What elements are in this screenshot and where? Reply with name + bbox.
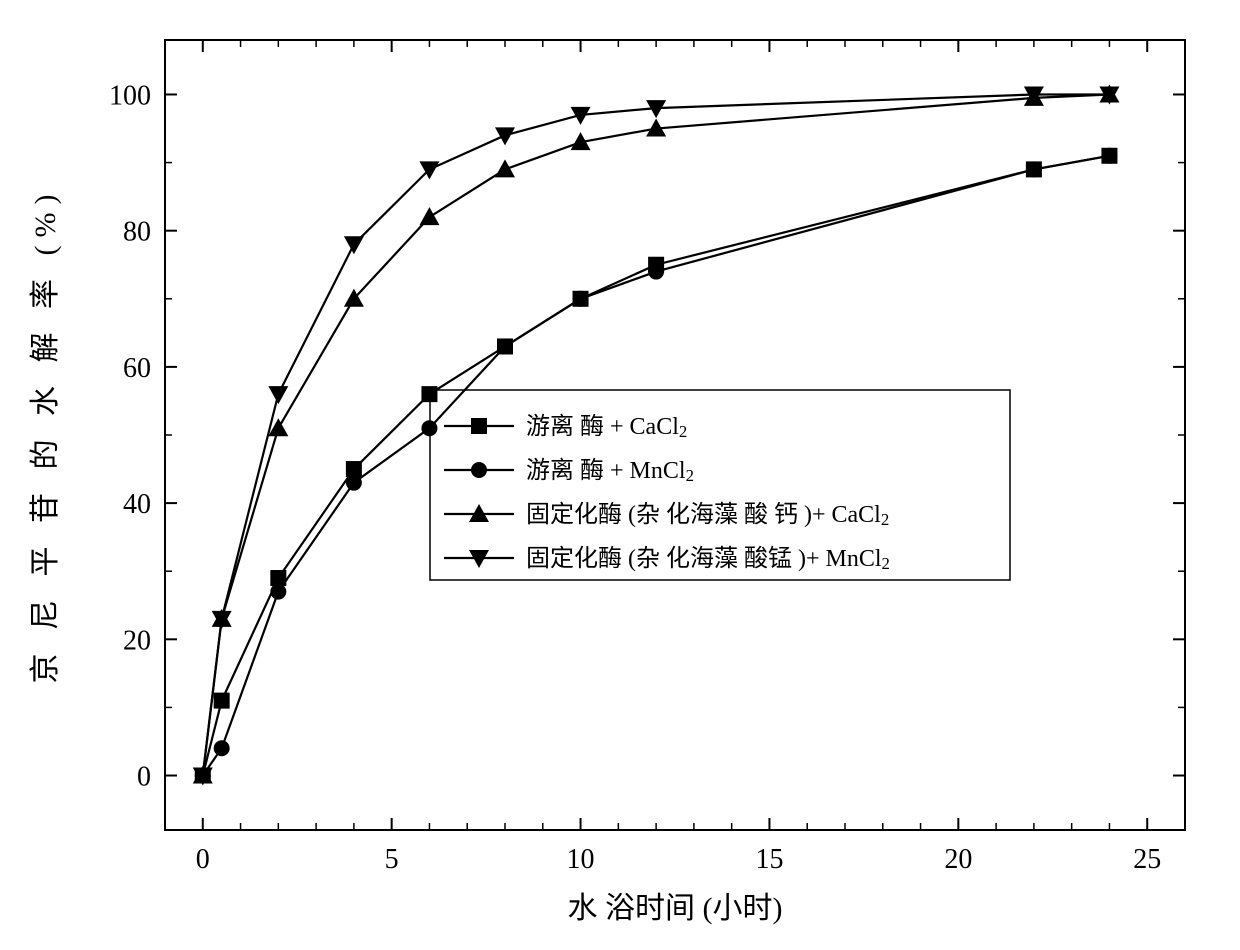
svg-text:5: 5	[385, 844, 399, 875]
chart-container: 0 5 10 15 20 25 水 浴时间 (小时) 0 20 40 60 80 100 京 尼 平 苷 …	[0, 0, 1240, 950]
legend-label-free-mncl2: 游离 酶 + MnCl2	[526, 457, 694, 485]
svg-text:20: 20	[944, 844, 972, 875]
svg-text:80: 80	[123, 217, 151, 248]
svg-text:100: 100	[109, 80, 151, 111]
svg-text:20: 20	[123, 625, 151, 656]
legend-label-immob-mn: 固定化酶 (杂 化海藻 酸锰 )+ MnCl2	[526, 545, 890, 573]
line-chart: 0 5 10 15 20 25 水 浴时间 (小时) 0 20 40 60 80 100 京 尼 平 苷 …	[0, 0, 1240, 950]
legend-label-free-cacl2: 游离 酶 + CaCl2	[526, 413, 687, 441]
legend-label-immob-ca: 固定化酶 (杂 化海藻 酸 钙 )+ CaCl2	[526, 501, 889, 529]
svg-text:15: 15	[755, 844, 783, 875]
svg-text:40: 40	[123, 489, 151, 520]
svg-text:0: 0	[196, 844, 210, 875]
legend: 游离 酶 + CaCl2 游离 酶 + MnCl2 固定化酶 (杂 化海藻 酸 钙 …	[430, 390, 1010, 580]
svg-text:水 浴时间 (小时): 水 浴时间 (小时)	[568, 892, 783, 925]
svg-text:0: 0	[137, 762, 151, 793]
svg-text:10: 10	[567, 844, 595, 875]
svg-text:25: 25	[1133, 844, 1161, 875]
svg-text:京 尼 平 苷 的 水 解 率 (%): 京 尼 平 苷 的 水 解 率 (%)	[29, 187, 62, 684]
svg-text:60: 60	[123, 353, 151, 384]
